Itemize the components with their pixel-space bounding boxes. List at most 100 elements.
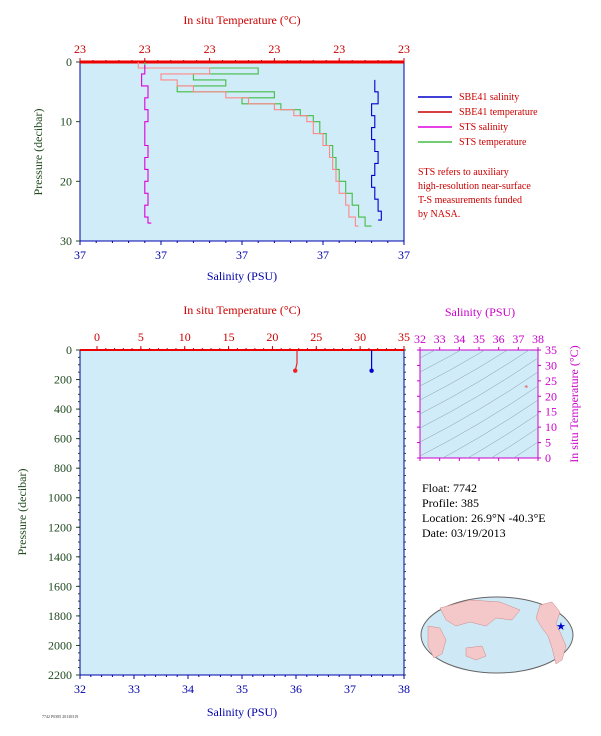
bottom-plot-area (79, 349, 405, 676)
top-salinity-tick-label: 37 (155, 248, 167, 262)
bottom-temp-ticks: 0 5 10 15 20 25 30 35 (94, 330, 410, 350)
bottom-series-temperature-end-marker (293, 368, 298, 373)
bottom-series-group (293, 350, 374, 373)
sts-note: STS refers to auxiliary high-resolution … (418, 167, 531, 220)
footer-tiny-label: 7742 P0385 20130319 (42, 714, 78, 719)
bottom-temp-tick-label: 20 (266, 330, 278, 344)
bottom-temp-tick-label: 35 (398, 330, 410, 344)
bottom-panel: In situ Temperature (°C) 0 5 10 15 20 25 30 35 … (15, 303, 410, 719)
note-line-2: high-resolution near-surface (418, 181, 531, 192)
ts-density-contour (467, 413, 538, 458)
ts-density-contour (420, 350, 462, 373)
note-line-1: STS refers to auxiliary (418, 167, 509, 178)
map-float-location-star: ★ (556, 621, 566, 633)
map-landmass-americas (535, 601, 567, 665)
legend: SBE41 salinity SBE41 temperature STS sal… (418, 92, 538, 148)
top-salinity-tick-label: 37 (236, 248, 248, 262)
ts-density-contour (420, 371, 538, 443)
bottom-pressure-tick-label: 1400 (48, 550, 72, 564)
bottom-series-salinity-end-marker (369, 368, 374, 373)
top-salinity-tick-label: 37 (398, 248, 410, 262)
bottom-pressure-axis-title: Pressure (decibar) (15, 469, 29, 556)
ts-density-contour (420, 357, 538, 429)
bottom-pressure-tick-label: 1200 (48, 520, 72, 534)
top-temp-tick-label: 23 (139, 42, 151, 56)
note-line-3: T-S measurements funded (418, 195, 522, 206)
ts-salinity-tick-label: 35 (473, 332, 485, 346)
ts-salinity-tick-label: 38 (532, 332, 544, 346)
ts-salinity-ticks: 32 33 34 35 36 37 38 (414, 332, 544, 461)
bottom-salinity-tick-label: 32 (74, 682, 86, 696)
top-pressure-tick-label: 10 (60, 115, 72, 129)
ts-temperature-tick-label: 5 (545, 436, 551, 450)
bottom-pressure-tick-label: 0 (66, 343, 72, 357)
bottom-salinity-tick-label: 35 (236, 682, 248, 696)
legend-label-sbe41-temperature: SBE41 temperature (459, 107, 538, 118)
top-temp-tick-label: 23 (398, 42, 410, 56)
ts-temperature-tick-label: 20 (545, 389, 557, 403)
bottom-salinity-tick-label: 33 (128, 682, 140, 696)
ts-temperature-tick-label: 30 (545, 358, 557, 372)
ts-temperature-title: In situ Temperature (°C) (567, 345, 581, 462)
legend-label-sbe41-salinity: SBE41 salinity (459, 92, 519, 103)
ts-salinity-tick-label: 36 (493, 332, 505, 346)
float-info: Float: 7742 Profile: 385 Location: 26.9°… (422, 481, 546, 540)
ts-points-group: * (524, 383, 528, 392)
ts-density-contour (490, 427, 538, 458)
ts-temperature-tick-label: 15 (545, 405, 557, 419)
top-temp-ticks: 23 23 23 23 23 23 (74, 42, 410, 62)
bottom-temp-tick-label: 0 (94, 330, 100, 344)
bottom-pressure-tick-label: 1000 (48, 491, 72, 505)
legend-label-sts-temperature: STS temperature (459, 137, 527, 148)
top-temp-tick-label: 23 (74, 42, 86, 56)
map-landmass-africa (427, 625, 447, 659)
top-series-sbe41-salinity (371, 79, 382, 221)
top-salinity-ticks: 37 37 37 37 37 (74, 241, 410, 262)
info-date: Date: 03/19/2013 (422, 526, 506, 540)
top-plot-area (79, 61, 405, 242)
top-salinity-axis-title: Salinity (PSU) (207, 269, 277, 283)
info-float: Float: 7742 (422, 481, 477, 495)
top-temp-axis-title: In situ Temperature (°C) (183, 13, 300, 27)
bottom-salinity-tick-label: 38 (398, 682, 410, 696)
top-temp-tick-label: 23 (268, 42, 280, 56)
bottom-pressure-tick-label: 1600 (48, 579, 72, 593)
top-salinity-tick-label: 37 (317, 248, 329, 262)
legend-label-sts-salinity: STS salinity (459, 122, 508, 133)
bottom-temp-tick-label: 25 (310, 330, 322, 344)
bottom-pressure-ticks: 0 200 400 600 800 1000 1200 1400 1600 1800 2000 220… (48, 343, 406, 682)
bottom-salinity-ticks: 32 33 34 35 36 37 38 (74, 675, 410, 696)
ts-density-contour (420, 350, 530, 415)
bottom-salinity-tick-label: 34 (182, 682, 194, 696)
top-pressure-axis-title: Pressure (decibar) (31, 109, 45, 196)
ts-density-contour (420, 260, 538, 330)
bottom-salinity-axis-title: Salinity (PSU) (207, 705, 277, 719)
top-panel: In situ Temperature (°C) 23 23 23 23 23 23 37… (31, 13, 410, 283)
top-series-group (137, 62, 382, 227)
bottom-pressure-tick-label: 1800 (48, 609, 72, 623)
ts-temperature-tick-label: 35 (545, 343, 557, 357)
map-landmass-australia (465, 645, 487, 661)
ts-temperature-tick-label: 25 (545, 374, 557, 388)
top-pressure-tick-label: 30 (60, 234, 72, 248)
ts-salinity-title: Salinity (PSU) (445, 305, 515, 319)
bottom-pressure-tick-label: 600 (54, 432, 72, 446)
ts-density-contour (420, 350, 486, 387)
bottom-temp-tick-label: 5 (138, 330, 144, 344)
ts-density-contour (420, 385, 538, 457)
ts-density-contours (420, 260, 538, 458)
bottom-temp-axis-title: In situ Temperature (°C) (183, 303, 300, 317)
ts-density-contour (442, 399, 538, 458)
bottom-pressure-tick-label: 200 (54, 373, 72, 387)
note-line-4: by NASA. (418, 209, 460, 220)
bottom-series-temperature (294, 350, 298, 371)
bottom-pressure-tick-label: 2000 (48, 638, 72, 652)
top-pressure-ticks: 0 10 20 30 (60, 55, 80, 248)
ts-density-contour (420, 350, 508, 401)
bottom-temp-tick-label: 15 (223, 330, 235, 344)
top-temp-tick-label: 23 (204, 42, 216, 56)
bottom-pressure-tick-label: 2200 (48, 668, 72, 682)
ts-point: * (524, 383, 528, 392)
